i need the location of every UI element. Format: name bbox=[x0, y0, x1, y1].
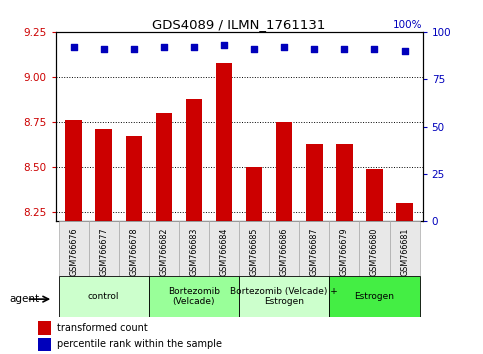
Text: GSM766682: GSM766682 bbox=[159, 228, 169, 276]
Title: GDS4089 / ILMN_1761131: GDS4089 / ILMN_1761131 bbox=[153, 18, 326, 31]
Text: GSM766677: GSM766677 bbox=[99, 228, 108, 276]
Bar bbox=[269, 221, 299, 276]
Text: percentile rank within the sample: percentile rank within the sample bbox=[57, 339, 222, 349]
Point bbox=[250, 46, 258, 52]
Bar bbox=[216, 63, 232, 221]
Text: GSM766684: GSM766684 bbox=[220, 228, 228, 276]
Text: GSM766681: GSM766681 bbox=[400, 228, 409, 276]
Bar bbox=[396, 203, 413, 221]
Text: GSM766679: GSM766679 bbox=[340, 228, 349, 276]
Bar bbox=[179, 221, 209, 276]
Text: transformed count: transformed count bbox=[57, 323, 148, 333]
Text: Estrogen: Estrogen bbox=[355, 292, 395, 301]
Bar bbox=[239, 221, 269, 276]
Point bbox=[341, 46, 348, 52]
Point bbox=[70, 44, 77, 50]
Bar bbox=[119, 221, 149, 276]
Bar bbox=[96, 129, 112, 221]
Text: GSM766686: GSM766686 bbox=[280, 228, 289, 276]
Bar bbox=[239, 276, 329, 317]
Text: GSM766685: GSM766685 bbox=[250, 228, 258, 276]
Point bbox=[220, 42, 228, 48]
Bar bbox=[306, 144, 323, 221]
Point bbox=[370, 46, 378, 52]
Bar bbox=[336, 144, 353, 221]
Text: GSM766676: GSM766676 bbox=[69, 228, 78, 276]
Point bbox=[311, 46, 318, 52]
Text: Bortezomib
(Velcade): Bortezomib (Velcade) bbox=[168, 287, 220, 306]
Bar bbox=[58, 221, 89, 276]
Text: GSM766683: GSM766683 bbox=[189, 228, 199, 276]
Bar bbox=[89, 221, 119, 276]
Text: agent: agent bbox=[10, 294, 40, 304]
Text: GSM766680: GSM766680 bbox=[370, 228, 379, 276]
Bar bbox=[359, 221, 389, 276]
Text: Bortezomib (Velcade) +
Estrogen: Bortezomib (Velcade) + Estrogen bbox=[230, 287, 338, 306]
Bar bbox=[209, 221, 239, 276]
Point bbox=[401, 48, 409, 53]
Bar bbox=[185, 99, 202, 221]
Point bbox=[280, 44, 288, 50]
Bar bbox=[389, 221, 420, 276]
Text: GSM766687: GSM766687 bbox=[310, 228, 319, 276]
Bar bbox=[149, 276, 239, 317]
Bar bbox=[58, 276, 149, 317]
Bar bbox=[65, 120, 82, 221]
Point bbox=[100, 46, 108, 52]
Bar bbox=[126, 137, 142, 221]
Bar bbox=[38, 321, 51, 335]
Text: control: control bbox=[88, 292, 119, 301]
Point bbox=[160, 44, 168, 50]
Point bbox=[190, 44, 198, 50]
Bar bbox=[246, 167, 262, 221]
Text: 100%: 100% bbox=[393, 20, 423, 30]
Bar bbox=[276, 122, 293, 221]
Point bbox=[130, 46, 138, 52]
Text: GSM766678: GSM766678 bbox=[129, 228, 138, 276]
Bar bbox=[38, 338, 51, 351]
Bar bbox=[299, 221, 329, 276]
Bar bbox=[329, 221, 359, 276]
Bar bbox=[156, 113, 172, 221]
Bar bbox=[329, 276, 420, 317]
Bar bbox=[366, 169, 383, 221]
Bar bbox=[149, 221, 179, 276]
